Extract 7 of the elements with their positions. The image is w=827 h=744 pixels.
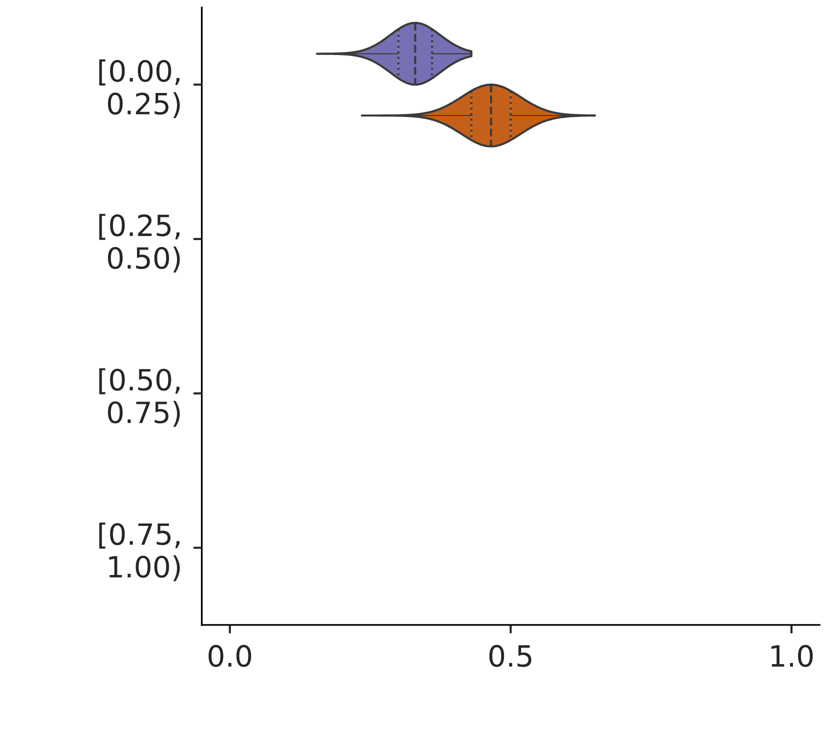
x-tick-label: 0.0 xyxy=(208,644,252,667)
y-tick-label: [0.50, 0.75) xyxy=(99,368,180,427)
y-tick-label: [0.75, 1.00) xyxy=(99,522,180,582)
x-tick-label: 0.5 xyxy=(489,644,532,667)
x-tick-label: 1.0 xyxy=(771,644,813,667)
y-tick-label: [0.25, 0.50) xyxy=(99,214,180,272)
y-tick-label: [0.00, 0.25) xyxy=(99,59,180,118)
